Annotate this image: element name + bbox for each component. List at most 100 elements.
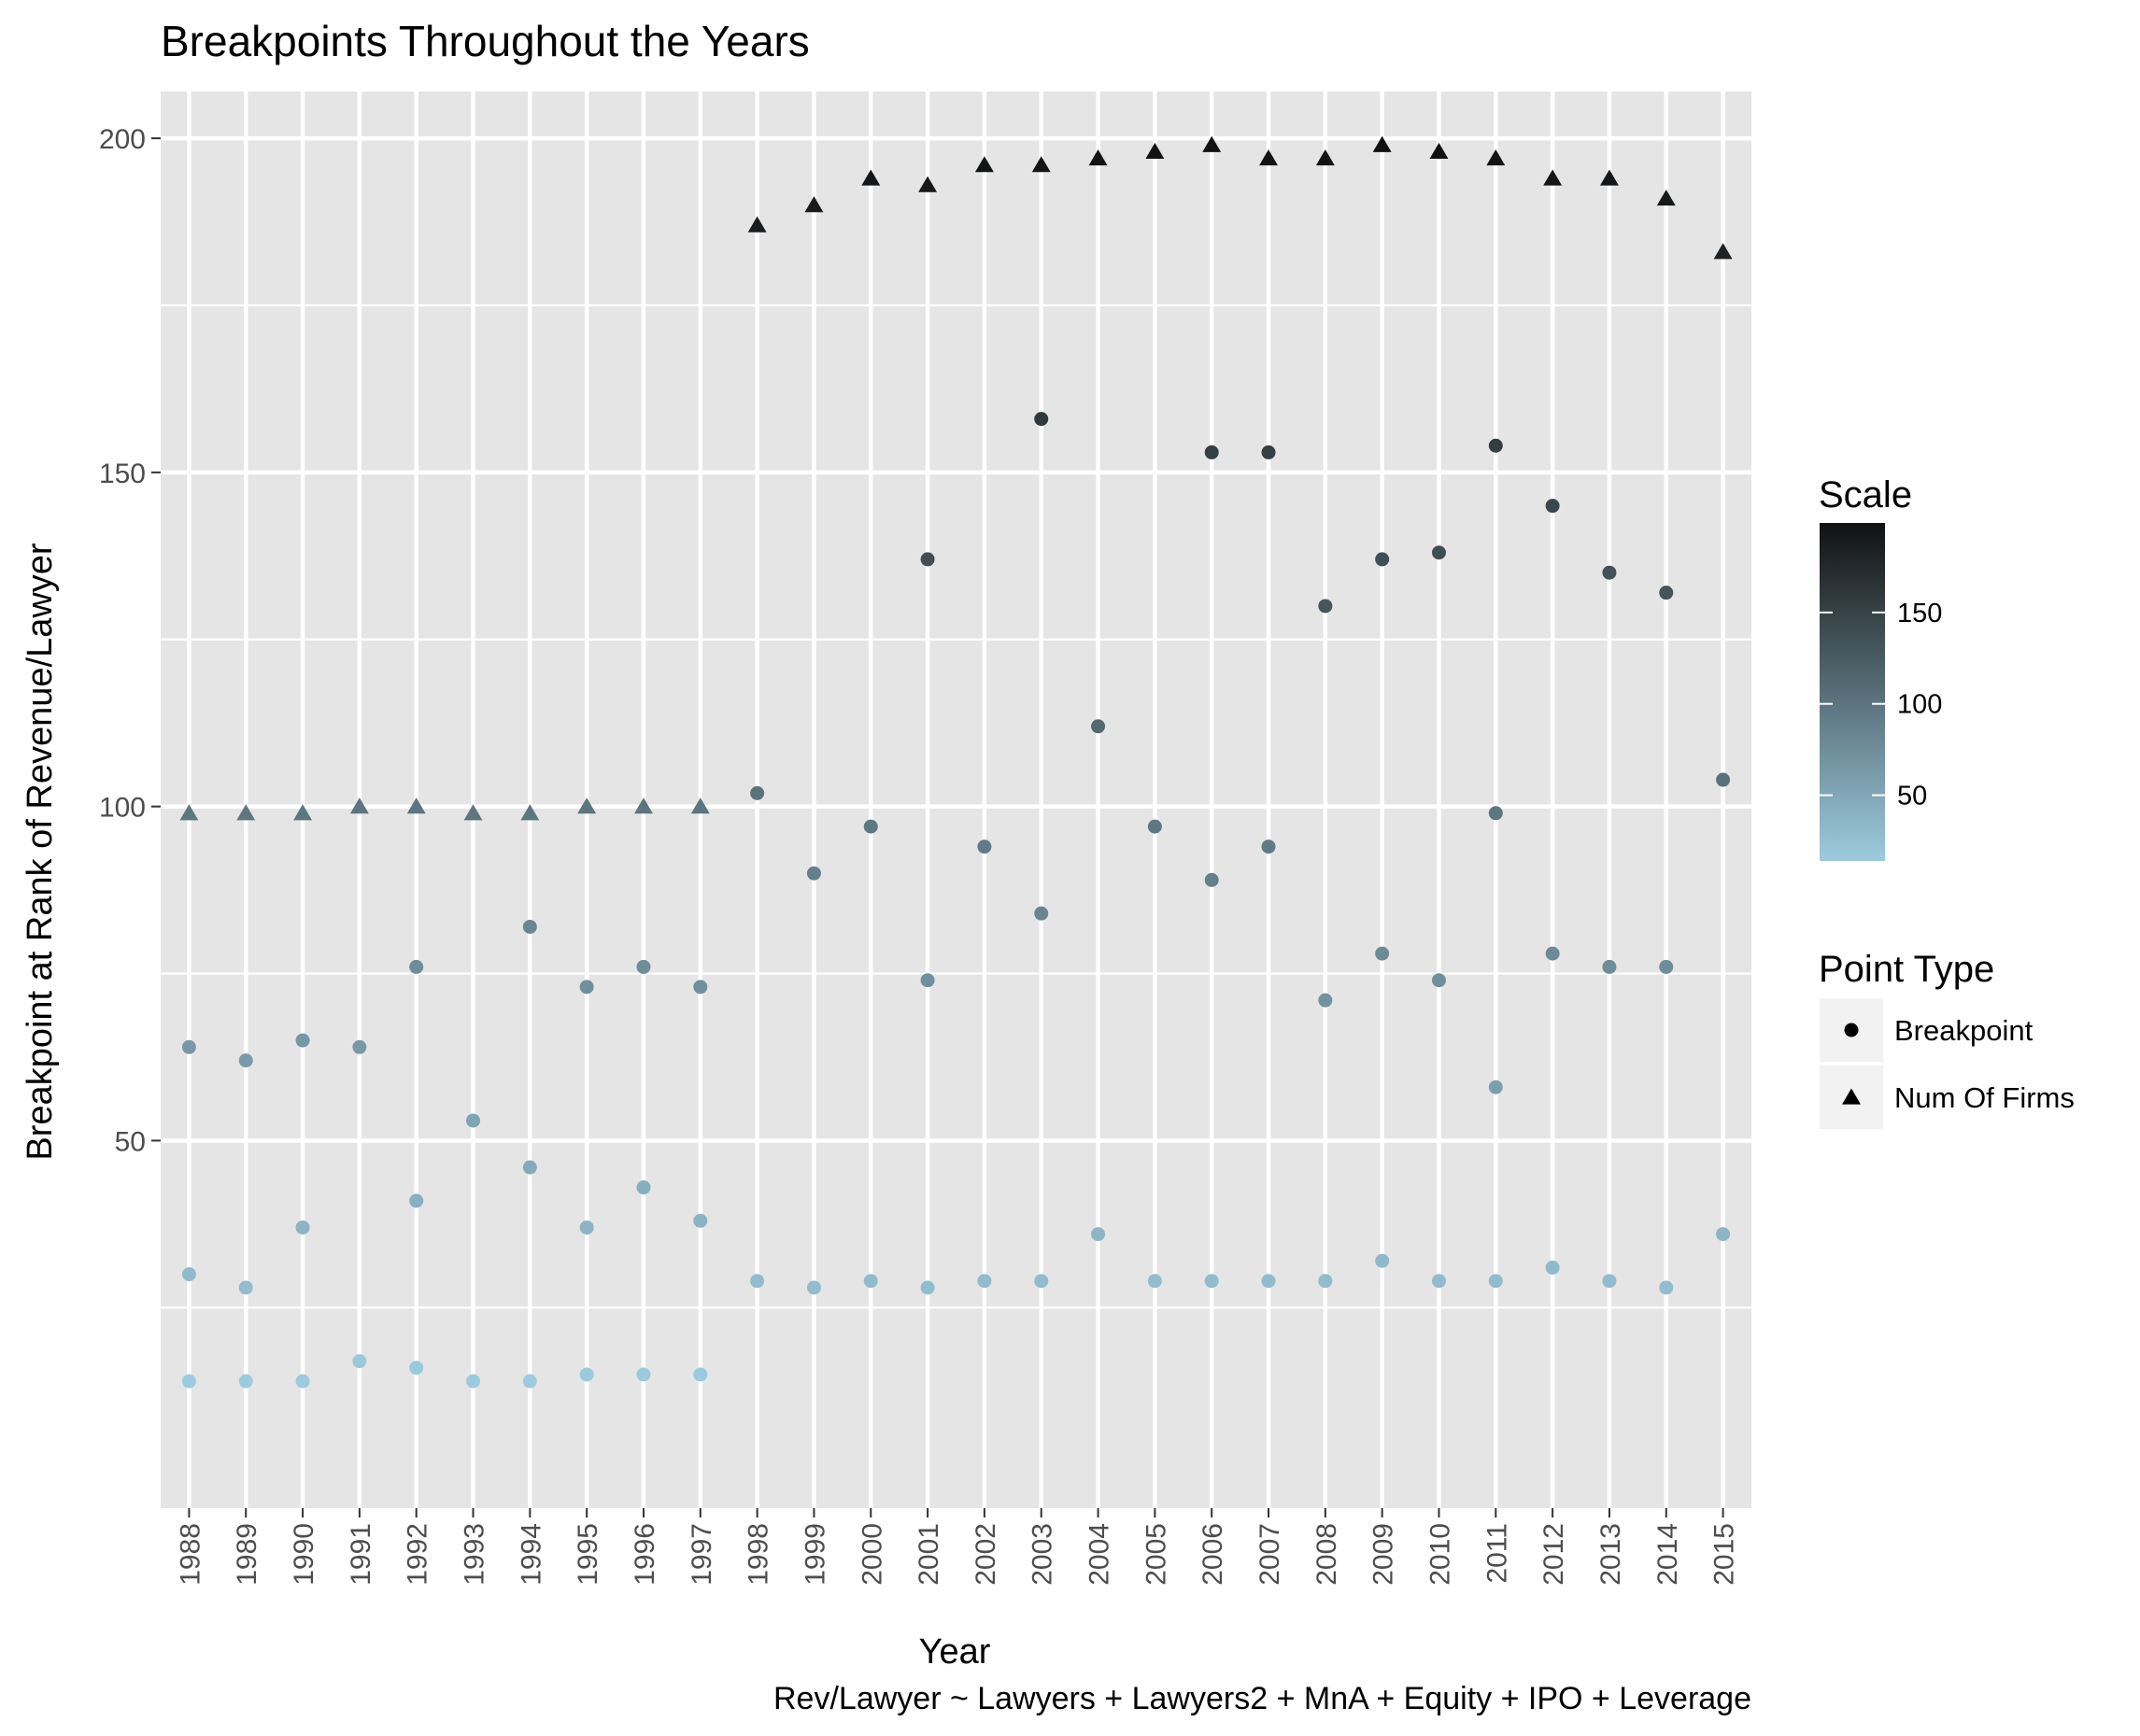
breakpoint-point [579,1220,594,1235]
x-tick-label: 2012 [1538,1523,1569,1586]
legend-triangle-icon [1842,1088,1861,1105]
num-of-firms-point [463,804,483,821]
breakpoint-point [1147,819,1162,834]
breakpoint-point [522,1374,537,1389]
breakpoint-point [1545,946,1560,961]
breakpoint-point [863,1274,878,1289]
x-tick-label: 2008 [1311,1523,1342,1586]
breakpoint-point [1659,586,1674,600]
breakpoint-point [636,1180,651,1195]
breakpoint-point [1716,1227,1731,1242]
num-of-firms-point [634,797,653,814]
x-tick-label: 1994 [516,1523,546,1586]
breakpoint-point [295,1374,310,1389]
breakpoint-point [1431,1274,1446,1289]
x-axis-label: Year [919,1632,991,1672]
breakpoint-point [1318,599,1333,614]
legend-circle-icon [1844,1023,1859,1037]
breakpoint-point [522,919,537,934]
x-tick-label: 1990 [289,1523,319,1586]
x-axis: 1988 1989 1990 1991 1992 1993 1994 1995 1996 1997… [175,1508,1740,1586]
breakpoint-point [750,1274,765,1289]
breakpoint-point [977,1274,992,1289]
x-tick-label: 2013 [1595,1523,1626,1586]
y-axis: 50 100 150 200 [99,124,161,1157]
colorbar-tick-label: 150 [1897,599,1942,628]
breakpoint-point [1375,946,1390,961]
breakpoint-point [1318,993,1333,1008]
breakpoint-point [1034,1274,1049,1289]
chart-caption: Rev/Lawyer ~ Lawyers + Lawyers2 + MnA + … [773,1681,1751,1716]
breakpoint-point [1716,772,1731,787]
y-axis-label: Breakpoint at Rank of Revenue/Lawyer [21,543,60,1161]
breakpoint-point [1488,438,1503,453]
breakpoint-point [1034,906,1049,921]
legend-scale-title: Scale [1819,474,1912,515]
breakpoint-point [1375,1253,1390,1268]
num-of-firms-point [349,797,369,814]
num-of-firms-point [1031,156,1051,173]
breakpoint-point [1602,1274,1617,1289]
breakpoint-point [1431,973,1446,988]
y-tick-label: 200 [99,124,146,155]
legend-point-type-title: Point Type [1819,949,1994,990]
x-tick-label: 2014 [1652,1523,1683,1586]
x-tick-label: 2007 [1254,1523,1285,1586]
x-tick-label: 1999 [800,1523,830,1586]
y-tick-label: 50 [115,1126,146,1157]
x-tick-label: 2015 [1709,1523,1740,1586]
breakpoint-point [1204,872,1219,887]
chart-title: Breakpoints Throughout the Years [161,17,810,65]
x-tick-label: 1993 [460,1523,490,1586]
breakpoint-point [1659,1280,1674,1295]
breakpoint-point [1488,806,1503,821]
x-tick-label: 2005 [1141,1523,1171,1586]
breakpoint-point [409,1193,424,1208]
x-tick-label: 1996 [630,1523,660,1586]
num-of-firms-point [406,797,426,814]
breakpoint-point [1488,1080,1503,1094]
data-points [179,135,1733,1389]
x-tick-label: 2003 [1027,1523,1058,1586]
num-of-firms-point [577,797,597,814]
breakpoint-point [977,840,992,854]
num-of-firms-point [1486,149,1506,166]
breakpoint-point [295,1220,310,1235]
num-of-firms-point [1088,149,1108,166]
panel-background [161,92,1751,1508]
num-of-firms-point [1713,243,1733,260]
breakpoint-point [352,1354,367,1369]
x-tick-label: 1992 [403,1523,433,1586]
num-of-firms-point [1599,169,1619,186]
legend: Scale 50 100 150 Point Type Breakpoint Num … [1819,474,2075,1129]
breakpoint-point [238,1280,253,1295]
x-tick-label: 1998 [744,1523,774,1586]
x-tick-label: 1995 [573,1523,603,1586]
legend-colorbar [1820,523,1885,861]
num-of-firms-point [1656,189,1676,206]
breakpoint-point [238,1374,253,1389]
y-tick-label: 100 [99,793,146,824]
num-of-firms-point [1372,135,1392,152]
breakpoint-point [181,1267,196,1282]
x-tick-label: 2009 [1368,1523,1399,1586]
legend-colorbar-ticks: 50 100 150 [1820,599,1942,812]
breakpoint-point [409,959,424,974]
breakpoint-point [1602,959,1617,974]
breakpoint-point [181,1374,196,1389]
breakpoint-point [920,552,935,567]
breakpoint-point [1602,565,1617,580]
num-of-firms-point [520,804,540,821]
breakpoint-point [636,959,651,974]
breakpoint-point [1034,412,1049,427]
breakpoint-point [1261,445,1276,459]
x-tick-label: 2000 [857,1523,887,1586]
breakpoint-point [466,1374,481,1389]
breakpoint-point [750,785,765,800]
x-tick-label: 1988 [175,1523,205,1586]
breakpoint-point [1204,1274,1219,1289]
breakpoint-point [1659,959,1674,974]
num-of-firms-point [1543,169,1563,186]
num-of-firms-point [690,797,710,814]
breakpoint-point [1261,840,1276,854]
